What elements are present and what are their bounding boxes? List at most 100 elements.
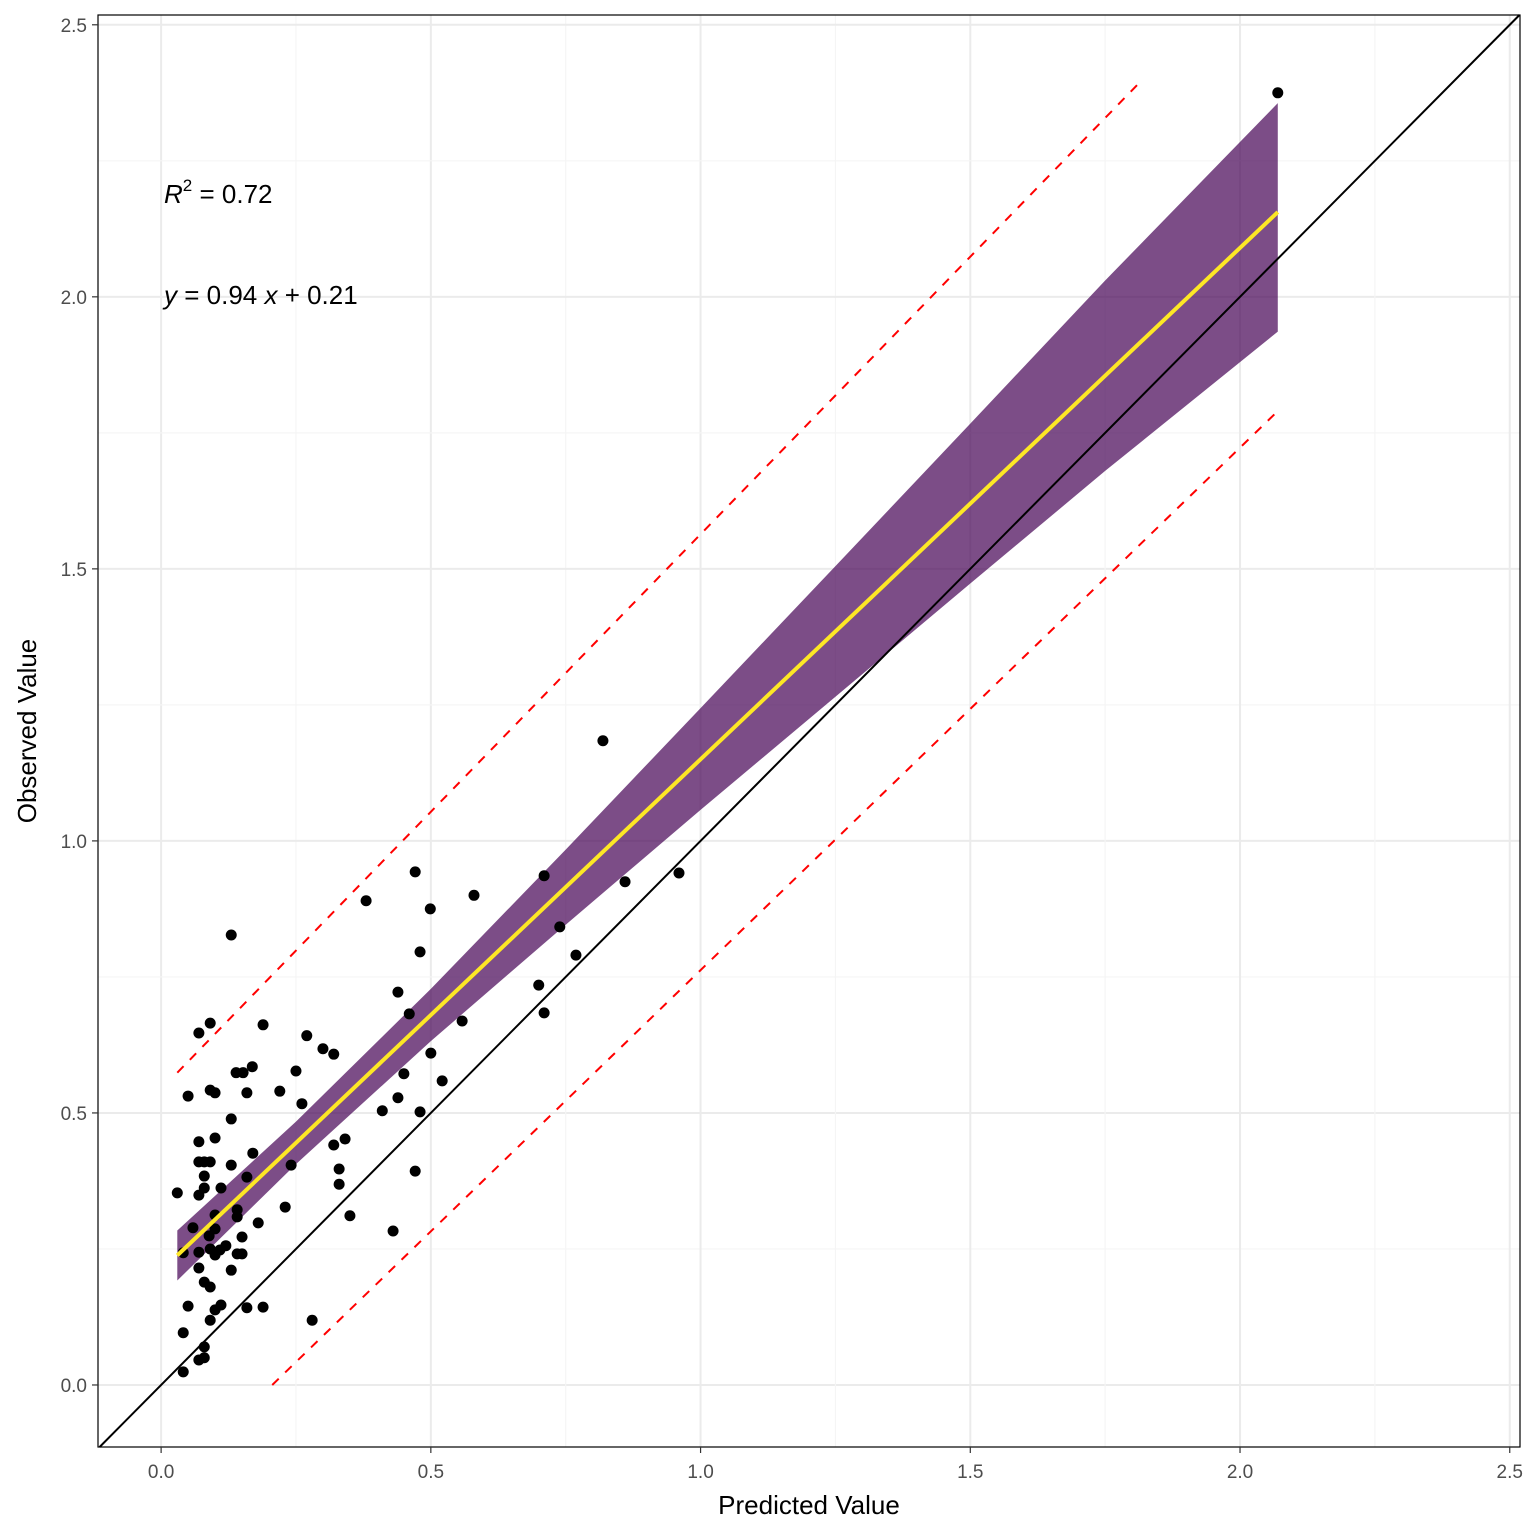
data-point <box>241 1302 253 1314</box>
data-point <box>285 1159 297 1171</box>
y-tick-label: 2.5 <box>61 16 87 37</box>
data-point <box>241 1171 253 1183</box>
data-point <box>403 1008 415 1020</box>
data-point <box>425 1047 437 1059</box>
r2-annotation: R2 = 0.72 <box>164 176 272 209</box>
y-axis-title: Observed Value <box>12 639 42 824</box>
data-point <box>328 1139 340 1151</box>
data-point <box>193 1136 205 1148</box>
y-tick-label: 1.0 <box>61 832 87 853</box>
data-point <box>225 1159 237 1171</box>
data-point <box>177 1366 189 1378</box>
data-point <box>409 1165 421 1177</box>
data-point <box>597 735 609 747</box>
data-point <box>237 1067 249 1079</box>
data-point <box>436 1075 448 1087</box>
data-point <box>339 1133 351 1145</box>
data-point <box>392 1092 404 1104</box>
data-point <box>257 1301 269 1313</box>
data-point <box>209 1087 221 1099</box>
data-point <box>619 876 631 888</box>
data-point <box>171 1187 183 1199</box>
data-point <box>204 1281 216 1293</box>
data-point <box>204 1314 216 1326</box>
data-point <box>193 1246 205 1258</box>
data-point <box>225 1113 237 1125</box>
data-point <box>247 1147 259 1159</box>
data-point <box>456 1015 468 1027</box>
data-point <box>198 1170 210 1182</box>
data-point <box>387 1225 399 1237</box>
y-tick-label: 2.0 <box>61 288 87 309</box>
data-point <box>554 921 566 933</box>
data-point <box>204 1156 216 1168</box>
data-point <box>344 1210 356 1222</box>
grid <box>98 15 1520 1447</box>
data-point <box>673 867 685 879</box>
data-point <box>241 1087 253 1099</box>
data-point <box>414 946 426 958</box>
x-axis-title: Predicted Value <box>718 1490 900 1520</box>
data-point <box>279 1201 291 1213</box>
data-point <box>193 1027 205 1039</box>
data-point <box>317 1043 329 1055</box>
data-point <box>193 1156 205 1168</box>
prediction-interval-upper <box>176 83 1139 1074</box>
data-point <box>333 1163 345 1175</box>
data-point <box>328 1048 340 1060</box>
equation-annotation: y = 0.94 x + 0.21 <box>162 280 358 310</box>
data-point <box>225 1264 237 1276</box>
data-point <box>203 1230 215 1242</box>
data-point <box>204 1017 216 1029</box>
data-point <box>225 929 237 941</box>
data-point <box>182 1090 194 1102</box>
x-tick-label: 1.5 <box>957 1462 983 1483</box>
data-point <box>414 1106 426 1118</box>
data-point <box>301 1030 313 1042</box>
data-point <box>290 1065 302 1077</box>
data-point <box>257 1019 269 1031</box>
data-point <box>538 870 550 882</box>
data-point <box>177 1327 189 1339</box>
data-point <box>193 1262 205 1274</box>
data-point <box>392 986 404 998</box>
confidence-band <box>177 103 1278 1281</box>
plot-marks <box>98 14 1521 1448</box>
data-point <box>193 1189 205 1201</box>
x-tick-label: 0.5 <box>418 1462 444 1483</box>
data-point <box>409 866 421 878</box>
x-tick-label: 2.5 <box>1497 1462 1523 1483</box>
data-point <box>533 979 545 991</box>
data-point <box>1272 87 1284 99</box>
data-point <box>182 1300 194 1312</box>
data-point <box>198 1352 210 1364</box>
data-point <box>215 1182 227 1194</box>
panel-border <box>97 14 1521 1448</box>
data-point <box>274 1085 286 1097</box>
y-tick-label: 1.5 <box>61 560 87 581</box>
axes: 0.0 0.5 1.0 1.5 2.0 2.5 0.0 0.5 1.0 1.5 2.0 2.5 <box>61 16 1523 1483</box>
data-point <box>296 1098 308 1110</box>
regression-line <box>175 210 1280 1257</box>
data-point <box>209 1304 221 1316</box>
data-point <box>360 895 372 907</box>
x-tick-label: 2.0 <box>1227 1462 1253 1483</box>
data-point <box>236 1231 248 1243</box>
data-point <box>246 1061 258 1073</box>
data-point <box>209 1132 221 1144</box>
identity-line <box>98 14 1521 1448</box>
data-point <box>187 1222 199 1234</box>
data-point <box>252 1217 264 1229</box>
x-tick-label: 0.0 <box>148 1462 174 1483</box>
data-point <box>333 1178 345 1190</box>
data-point <box>468 889 480 901</box>
y-tick-label: 0.5 <box>61 1104 87 1125</box>
x-tick-label: 1.0 <box>687 1462 713 1483</box>
data-point <box>214 1244 226 1256</box>
data-point <box>198 1341 210 1353</box>
data-point <box>398 1068 410 1080</box>
data-point <box>538 1007 550 1019</box>
data-point <box>306 1314 318 1326</box>
data-point <box>570 949 582 961</box>
